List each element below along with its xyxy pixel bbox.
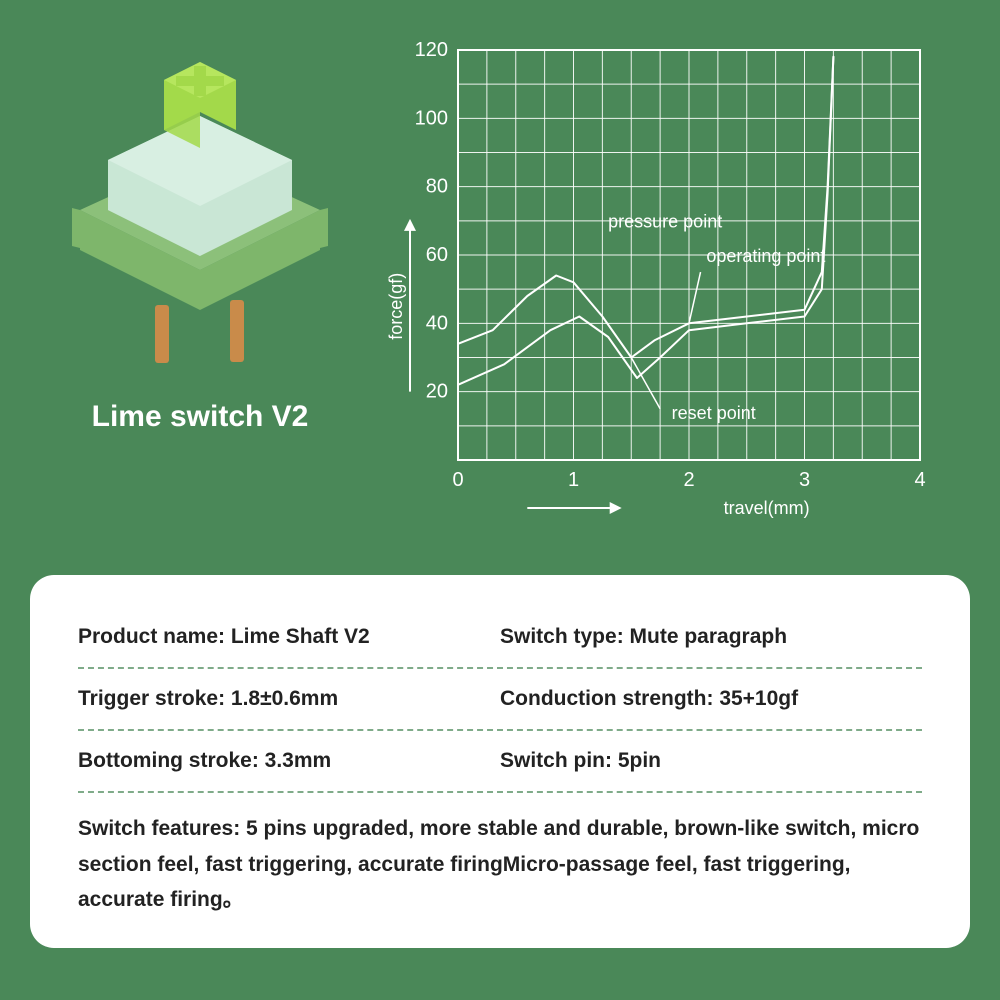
- spec-value: 1.8±0.6mm: [231, 687, 338, 710]
- spec-value: Mute paragraph: [630, 625, 788, 648]
- spec-key: Trigger stroke: [78, 687, 231, 710]
- svg-text:1: 1: [568, 469, 579, 491]
- spec-cell-left: Product nameLime Shaft V2: [78, 625, 500, 649]
- chart-x-label: travel(mm): [724, 498, 810, 518]
- svg-text:20: 20: [426, 381, 448, 403]
- spec-value: 3.3mm: [265, 749, 332, 772]
- spec-divider: [78, 729, 922, 731]
- spec-cell-right: Switch typeMute paragraph: [500, 625, 922, 649]
- spec-key: Bottoming stroke: [78, 749, 265, 772]
- spec-cell-left: Bottoming stroke3.3mm: [78, 749, 500, 773]
- chart-annotation-operating_point: operating point: [706, 246, 825, 266]
- chart-annotation-reset_point: reset point: [672, 403, 756, 423]
- spec-value: 35+10gf: [719, 687, 798, 710]
- spec-card: Product nameLime Shaft V2Switch typeMute…: [30, 575, 970, 948]
- chart-annotation-pressure_point: pressure point: [608, 212, 722, 232]
- spec-features-key: Switch features: [78, 817, 246, 840]
- svg-text:80: 80: [426, 176, 448, 198]
- spec-key: Switch type: [500, 625, 630, 648]
- svg-text:3: 3: [799, 469, 810, 491]
- spec-cell-right: Conduction strength35+10gf: [500, 687, 922, 711]
- svg-text:60: 60: [426, 244, 448, 266]
- switch-illustration: [60, 60, 340, 380]
- spec-features: Switch features5 pins upgraded, more sta…: [78, 797, 922, 918]
- force-travel-chart: 20 40 60 80 100 120 0 1 2 3 4 force(gf) travel(mm) pr…: [380, 30, 940, 530]
- spec-key: Conduction strength: [500, 687, 719, 710]
- svg-text:40: 40: [426, 312, 448, 334]
- svg-text:100: 100: [415, 107, 448, 129]
- spec-value: Lime Shaft V2: [231, 625, 370, 648]
- spec-cell-left: Trigger stroke1.8±0.6mm: [78, 687, 500, 711]
- spec-divider: [78, 667, 922, 669]
- spec-key: Switch pin: [500, 749, 618, 772]
- spec-row: Product nameLime Shaft V2Switch typeMute…: [78, 611, 922, 663]
- spec-cell-right: Switch pin5pin: [500, 749, 922, 773]
- svg-text:2: 2: [683, 469, 694, 491]
- spec-divider: [78, 791, 922, 793]
- product-title: Lime switch V2: [92, 400, 309, 434]
- spec-value: 5pin: [618, 749, 661, 772]
- svg-text:120: 120: [415, 39, 448, 61]
- svg-text:4: 4: [914, 469, 925, 491]
- spec-key: Product name: [78, 625, 231, 648]
- spec-row: Trigger stroke1.8±0.6mmConduction streng…: [78, 673, 922, 725]
- chart-y-label: force(gf): [386, 273, 406, 340]
- curve-upper: [458, 57, 833, 358]
- spec-row: Bottoming stroke3.3mmSwitch pin5pin: [78, 735, 922, 787]
- svg-text:0: 0: [452, 469, 463, 491]
